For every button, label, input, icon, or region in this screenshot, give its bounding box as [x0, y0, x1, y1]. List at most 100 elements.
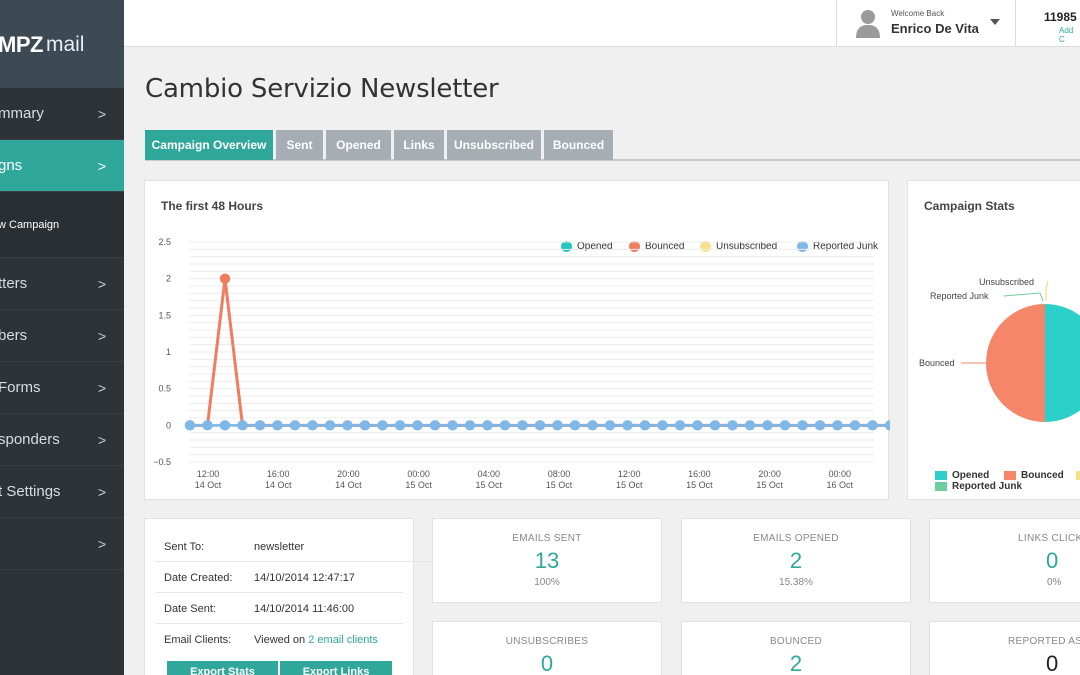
legend-label: Bounced	[645, 241, 685, 252]
sidebar-item-summary[interactable]: mmary >	[0, 88, 124, 140]
data-point-reported-junk	[394, 420, 406, 431]
pie-legend-bounced[interactable]: Bounced	[1004, 470, 1064, 481]
stat-unsubscribes: UNSUBSCRIBES 0	[432, 621, 662, 675]
x-tick-time: 00:00	[829, 469, 852, 479]
detail-key: Date Sent:	[164, 603, 216, 615]
legend-swatch	[935, 471, 947, 480]
data-point-reported-junk	[464, 420, 476, 431]
stat-emails-opened: EMAILS OPENED 2 15.38%	[681, 518, 911, 603]
campaign-details-card: Sent To: newsletter Date Created: 14/10/20…	[144, 518, 537, 675]
data-point-reported-junk	[184, 420, 196, 431]
stat-percent: 15.38%	[779, 577, 813, 588]
pie-legend-opened[interactable]: Opened	[935, 470, 989, 481]
add-credits-link[interactable]: Add C	[1059, 26, 1074, 44]
chevron-right-icon: >	[97, 327, 106, 344]
email-clients-link[interactable]: 2 email clients	[308, 634, 378, 646]
sidebar-item-label: sponders	[0, 431, 60, 448]
x-tick-date: 15 Oct	[616, 480, 643, 490]
sidebar-item-label: bers	[0, 327, 28, 344]
legend-label: Unsubscribed	[716, 241, 778, 252]
y-tick-label: 2	[166, 274, 171, 284]
pie-label-bounced: Bounced	[919, 358, 955, 368]
legend-unsubscribed[interactable]: Unsubscribed	[700, 241, 777, 252]
data-point-reported-junk	[867, 420, 878, 431]
data-point-reported-junk	[324, 420, 336, 431]
stat-label: UNSUBSCRIBES	[505, 636, 589, 647]
tab-opened[interactable]: Opened	[326, 130, 391, 160]
sidebar-item-autoresponders[interactable]: sponders >	[0, 414, 124, 466]
detail-value: newsletter	[254, 541, 305, 553]
sidebar-item-settings[interactable]: t Settings >	[0, 466, 124, 518]
x-tick-time: 12:00	[197, 469, 220, 479]
data-point-reported-junk	[534, 420, 546, 431]
chevron-right-icon: >	[97, 157, 106, 174]
pie-label-reported-junk: Reported Junk	[930, 291, 989, 301]
pie-legend-reported-junk[interactable]: Reported Junk	[935, 481, 1022, 492]
stat-percent: 100%	[534, 577, 560, 588]
chevron-right-icon: >	[97, 431, 106, 448]
data-point-reported-junk	[307, 420, 318, 431]
tab-bar: Campaign Overview Sent Opened Links Unsu…	[145, 130, 1080, 161]
detail-key: Sent To:	[164, 541, 205, 553]
sidebar-item-campaigns[interactable]: gns >	[0, 140, 124, 192]
y-tick-label: 0.5	[158, 384, 171, 394]
data-point-reported-junk	[727, 420, 738, 431]
detail-row-sent-to: Sent To: newsletter	[155, 531, 537, 562]
tab-sent[interactable]: Sent	[276, 130, 323, 160]
data-point-reported-junk	[884, 420, 890, 431]
detail-value: Viewed on 2 email clients	[254, 634, 378, 646]
legend-opened[interactable]: Opened	[561, 241, 613, 252]
x-tick-time: 16:00	[267, 469, 290, 479]
chevron-right-icon: >	[97, 483, 106, 500]
sidebar-item-subscribers[interactable]: bers >	[0, 310, 124, 362]
legend-label: Bounced	[1021, 470, 1064, 481]
pie-slice-bounced	[986, 304, 1045, 422]
tab-campaign-overview[interactable]: Campaign Overview	[145, 130, 273, 160]
data-point-reported-junk	[359, 420, 371, 431]
logo-bold: MPZ	[0, 32, 43, 57]
sidebar-item-newsletters[interactable]: tters >	[0, 258, 124, 310]
welcome-text: Welcome Back	[891, 9, 945, 18]
legend-swatch	[935, 482, 947, 491]
legend-label: Reported Junk	[813, 241, 879, 252]
export-links-button[interactable]: Export Links	[280, 661, 392, 675]
tab-bounced[interactable]: Bounced	[544, 130, 613, 160]
data-point-reported-junk	[202, 420, 213, 431]
x-tick-time: 20:00	[337, 469, 360, 479]
x-tick-date: 14 Oct	[335, 480, 362, 490]
legend-bounced[interactable]: Bounced	[629, 241, 684, 252]
y-tick-label: 0	[166, 420, 171, 430]
stat-label: LINKS CLICKED	[1018, 533, 1080, 544]
sidebar-item-more[interactable]: >	[0, 518, 124, 570]
sidebar-item-new-campaign[interactable]: w Campaign	[0, 192, 124, 258]
topbar: Welcome Back Enrico De Vita 11985 Add C	[124, 0, 1080, 47]
y-tick-label: 1.5	[158, 310, 171, 320]
legend-dot	[629, 241, 640, 252]
app-logo[interactable]: MPZ mail	[0, 0, 124, 88]
data-point-reported-junk	[849, 420, 861, 431]
sidebar-item-label: mmary	[0, 105, 44, 122]
x-tick-date: 15 Oct	[756, 480, 783, 490]
stat-value: 13	[534, 548, 560, 573]
chart-title: The first 48 Hours	[161, 199, 264, 213]
stat-label: REPORTED AS JUNK	[1008, 636, 1080, 647]
stat-value: 2	[789, 548, 803, 573]
campaign-stats-title: Campaign Stats	[924, 199, 1015, 213]
export-stats-button[interactable]: Export Stats	[167, 661, 278, 675]
stat-value: 0	[1046, 548, 1059, 573]
user-name: Enrico De Vita	[891, 21, 979, 36]
stat-label: EMAILS SENT	[512, 533, 582, 544]
x-tick-date: 15 Oct	[686, 480, 713, 490]
chevron-down-icon[interactable]	[990, 19, 1000, 25]
sidebar-item-forms[interactable]: Forms >	[0, 362, 124, 414]
series-line-bounced	[190, 278, 890, 427]
data-point-reported-junk	[604, 420, 616, 431]
tab-links[interactable]: Links	[394, 130, 444, 160]
stat-percent: 0%	[1047, 577, 1062, 588]
x-tick-time: 04:00	[478, 469, 501, 479]
detail-key: Date Created:	[164, 572, 233, 584]
legend-reported-junk[interactable]: Reported Junk	[797, 241, 878, 252]
user-menu[interactable]: Welcome Back Enrico De Vita	[836, 0, 1016, 47]
tab-unsubscribed[interactable]: Unsubscribed	[447, 130, 541, 160]
pie-slice-opened	[1045, 304, 1080, 422]
